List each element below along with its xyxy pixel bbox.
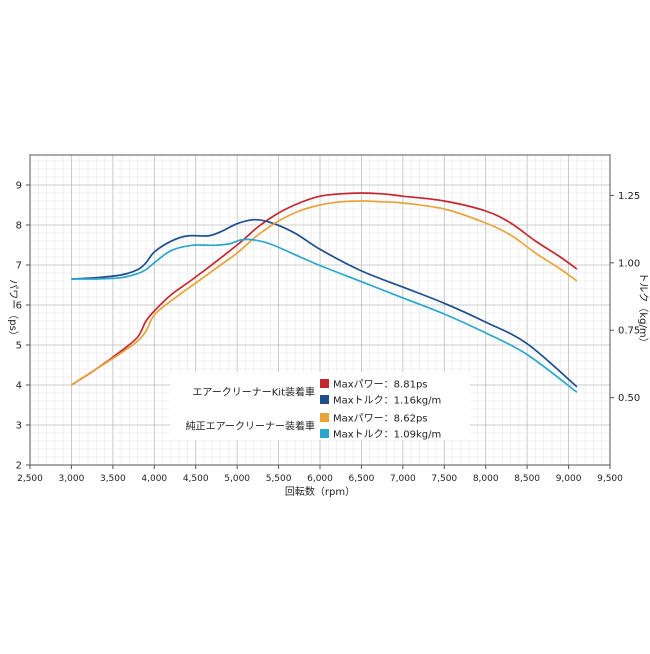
y-right-tick-label: 0.75 (618, 326, 640, 337)
series-line-4 (71, 238, 578, 393)
legend-swatch (320, 395, 329, 404)
x-tick-label: 4,000 (141, 474, 167, 484)
legend-swatch (320, 413, 329, 422)
x-tick-label: 7,500 (431, 474, 457, 484)
y-right-tick-label: 0.50 (618, 393, 640, 404)
x-tick-label: 3,000 (59, 474, 85, 484)
legend-entry-label: Maxパワー：8.62ps (333, 413, 428, 425)
x-tick-label: 4,500 (183, 474, 209, 484)
x-tick-label: 3,500 (100, 474, 126, 484)
y-left-tick-label: 5 (16, 341, 22, 352)
y-left-tick-label: 7 (16, 261, 22, 272)
y-left-axis-title: パワー（ps） (7, 279, 19, 341)
legend-group-label: エアークリーナーKit装着車 (192, 386, 315, 399)
legend-swatch (320, 429, 329, 438)
x-tick-label: 9,000 (556, 474, 582, 484)
x-tick-label: 7,000 (390, 474, 416, 484)
x-tick-label: 5,000 (224, 474, 250, 484)
x-tick-label: 5,500 (266, 474, 292, 484)
series-line-2 (71, 218, 578, 388)
x-tick-label: 6,500 (349, 474, 375, 484)
x-tick-label: 8,000 (473, 474, 499, 484)
x-axis-title: 回転数（rpm） (285, 485, 355, 498)
y-left-tick-label: 3 (16, 421, 22, 432)
legend-group-label: 純正エアークリーナー装着車 (186, 420, 315, 433)
y-left-tick-label: 8 (16, 221, 22, 232)
y-left-tick-label: 6 (16, 301, 22, 312)
x-tick-label: 9,500 (597, 474, 623, 484)
y-left-tick-label: 2 (16, 461, 22, 472)
legend-entry-label: Maxパワー：8.81ps (333, 379, 428, 391)
series-lines (70, 192, 578, 393)
series-line-3 (70, 200, 578, 386)
series-line-1 (70, 192, 578, 386)
x-tick-label: 8,500 (514, 474, 540, 484)
axes: 2,500 3,000 3,500 4,000 4,500 5,000 5,500 6,000… (7, 154, 649, 498)
x-tick-label: 6,000 (307, 474, 333, 484)
legend-entry-label: Maxトルク：1.16kg/m (333, 395, 441, 407)
y-right-tick-label: 1.25 (618, 191, 640, 202)
x-tick-label: 2,500 (17, 474, 43, 484)
y-left-tick-label: 9 (16, 181, 22, 192)
y-right-axis-title: トルク（kg/m） (637, 272, 649, 347)
y-left-tick-label: 4 (16, 381, 22, 392)
y-right-tick-label: 1.00 (618, 258, 640, 269)
legend-entry-label: Maxトルク：1.09kg/m (333, 429, 441, 441)
legend-swatch (320, 379, 329, 388)
